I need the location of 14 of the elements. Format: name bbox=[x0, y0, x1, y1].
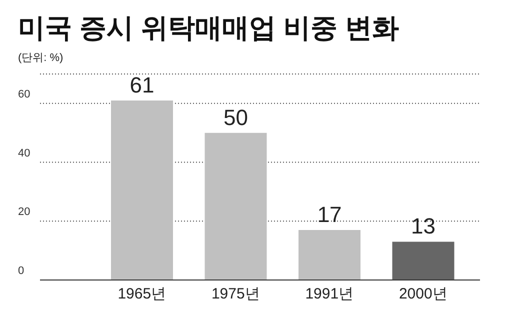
data-label: 61 bbox=[130, 72, 154, 98]
chart-subtitle: (단위: %) bbox=[18, 51, 64, 65]
data-label: 13 bbox=[411, 214, 436, 239]
x-tick-label: 2000년 bbox=[398, 286, 448, 303]
chart-title: 미국 증시 위탁매매업 비중 변화 bbox=[18, 12, 400, 45]
y-tick-label: 0 bbox=[18, 265, 24, 277]
x-tick-label: 1965년 bbox=[118, 286, 166, 303]
x-tick-label: 1991년 bbox=[305, 286, 354, 303]
y-tick-label: 60 bbox=[18, 88, 30, 100]
data-label: 50 bbox=[224, 104, 248, 130]
data-label: 17 bbox=[317, 202, 342, 227]
y-tick-label: 40 bbox=[18, 147, 30, 160]
y-tick-label: 20 bbox=[18, 206, 30, 218]
x-tick-label: 1975년 bbox=[211, 286, 260, 303]
